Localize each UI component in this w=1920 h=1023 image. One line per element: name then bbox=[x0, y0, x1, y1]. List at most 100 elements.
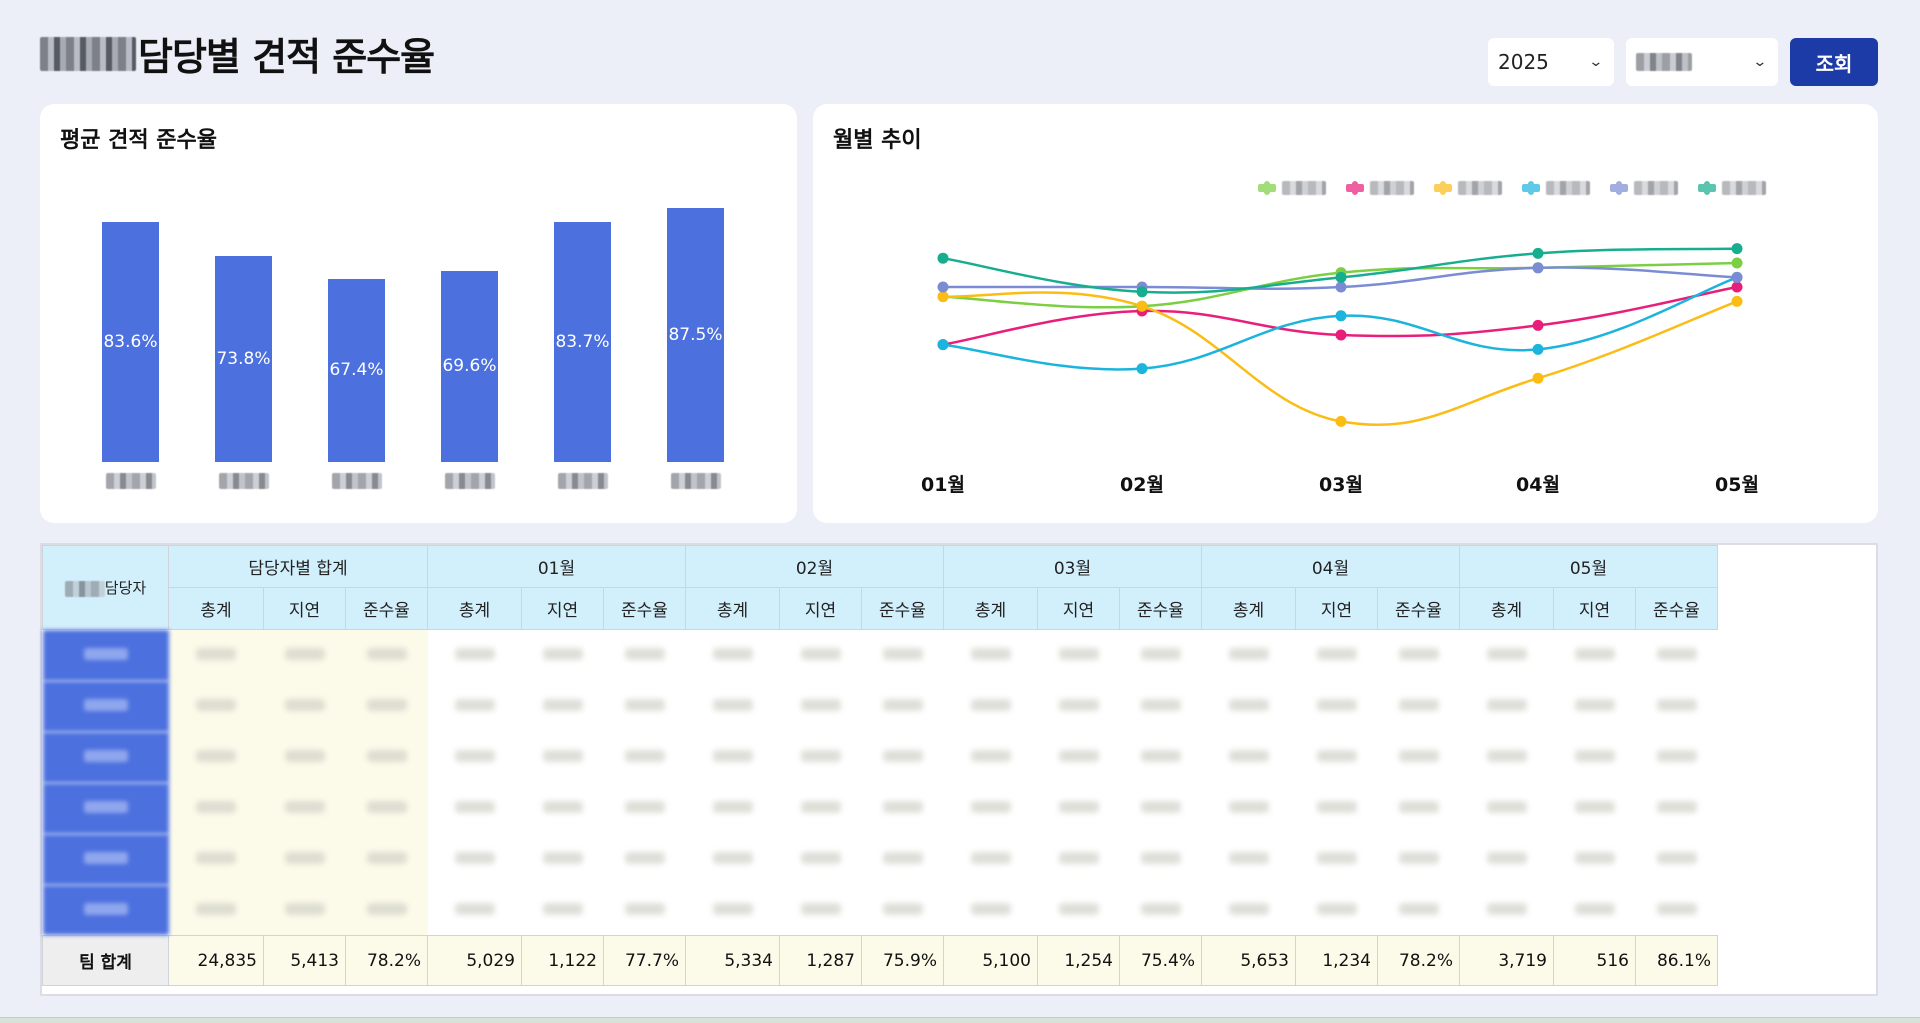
data-point[interactable] bbox=[1731, 243, 1743, 255]
manager-name-cell[interactable] bbox=[42, 680, 169, 732]
table-cell bbox=[1202, 834, 1296, 885]
bar-category-label bbox=[554, 473, 611, 490]
team-select[interactable]: ⌄ bbox=[1626, 38, 1778, 86]
manager-name-cell[interactable] bbox=[42, 731, 169, 783]
year-select[interactable]: 2025 ⌄ bbox=[1488, 38, 1614, 86]
legend-item[interactable] bbox=[1434, 181, 1502, 195]
sub-header[interactable]: 총계 bbox=[168, 587, 264, 630]
legend-item[interactable] bbox=[1610, 181, 1678, 195]
data-point[interactable] bbox=[1335, 271, 1347, 283]
data-point[interactable] bbox=[1335, 310, 1347, 322]
sub-header[interactable]: 총계 bbox=[943, 587, 1038, 630]
manager-name-cell[interactable] bbox=[42, 884, 169, 936]
data-point[interactable] bbox=[1136, 363, 1148, 375]
table-cell bbox=[604, 630, 686, 681]
table-row[interactable] bbox=[42, 884, 1718, 936]
bar[interactable]: 67.4% bbox=[328, 278, 385, 462]
data-point[interactable] bbox=[1136, 300, 1148, 312]
table-cell bbox=[263, 833, 346, 885]
table-row[interactable] bbox=[42, 833, 1718, 885]
data-point[interactable] bbox=[937, 339, 949, 351]
data-point[interactable] bbox=[1731, 257, 1743, 269]
sub-header[interactable]: 준수율 bbox=[1377, 587, 1460, 630]
bar[interactable]: 83.7% bbox=[554, 221, 611, 462]
data-point[interactable] bbox=[937, 252, 949, 264]
data-point[interactable] bbox=[1532, 372, 1544, 384]
data-point[interactable] bbox=[1532, 262, 1544, 274]
data-point[interactable] bbox=[1335, 281, 1347, 293]
table-cell bbox=[1120, 834, 1202, 885]
monthly-trend-card: 월별 추이 01월 02월 03월 04월 05월 bbox=[813, 104, 1878, 523]
data-point[interactable] bbox=[1731, 271, 1743, 283]
sub-header[interactable]: 지연 bbox=[263, 587, 346, 630]
table-cell bbox=[604, 885, 686, 936]
redacted-text bbox=[558, 473, 608, 489]
table-cell bbox=[1296, 732, 1378, 783]
sub-header[interactable]: 지연 bbox=[1037, 587, 1120, 630]
table-cell bbox=[1038, 681, 1120, 732]
table-cell bbox=[780, 834, 862, 885]
table-cell bbox=[1460, 834, 1554, 885]
data-point[interactable] bbox=[1532, 319, 1544, 331]
table-row[interactable] bbox=[42, 782, 1718, 834]
sub-header[interactable]: 지연 bbox=[1553, 587, 1636, 630]
table-row[interactable] bbox=[42, 629, 1718, 681]
data-point[interactable] bbox=[1335, 329, 1347, 341]
table-cell bbox=[168, 680, 264, 732]
table-cell bbox=[345, 782, 428, 834]
data-point[interactable] bbox=[1731, 295, 1743, 307]
data-point[interactable] bbox=[1136, 286, 1148, 298]
table-row[interactable] bbox=[42, 731, 1718, 783]
page-title: 담당별 견적 준수율 bbox=[40, 26, 435, 81]
table-cell bbox=[168, 782, 264, 834]
data-point[interactable] bbox=[1335, 415, 1347, 427]
manager-name-cell[interactable] bbox=[42, 833, 169, 885]
sub-header[interactable]: 준수율 bbox=[345, 587, 428, 630]
table-row[interactable] bbox=[42, 680, 1718, 732]
table-cell bbox=[522, 885, 604, 936]
data-point[interactable] bbox=[1532, 247, 1544, 259]
manager-name-cell[interactable] bbox=[42, 782, 169, 834]
table-cell bbox=[1460, 732, 1554, 783]
sub-header[interactable]: 지연 bbox=[779, 587, 862, 630]
sub-header[interactable]: 총계 bbox=[685, 587, 780, 630]
compliance-table: 담당자 담당자별 합계 01월 02월 03월 04월 05월 총계 지연 준수율 총계 지연 준수… bbox=[42, 545, 1718, 986]
table-cell bbox=[686, 783, 780, 834]
bar[interactable]: 69.6% bbox=[441, 270, 498, 462]
sub-header[interactable]: 준수율 bbox=[1119, 587, 1202, 630]
data-point[interactable] bbox=[1532, 343, 1544, 355]
legend-item[interactable] bbox=[1346, 181, 1414, 195]
table-cell bbox=[428, 630, 522, 681]
sub-header[interactable]: 총계 bbox=[1459, 587, 1554, 630]
legend-item[interactable] bbox=[1522, 181, 1590, 195]
redacted-text bbox=[1458, 181, 1502, 195]
sub-header[interactable]: 준수율 bbox=[861, 587, 944, 630]
bar[interactable]: 83.6% bbox=[102, 221, 159, 462]
sub-header[interactable]: 지연 bbox=[1295, 587, 1378, 630]
x-axis-label: 05월 bbox=[1715, 474, 1759, 496]
table-cell bbox=[263, 629, 346, 681]
redacted-text bbox=[1370, 181, 1414, 195]
data-point[interactable] bbox=[937, 291, 949, 303]
sub-header[interactable]: 준수율 bbox=[1635, 587, 1718, 630]
search-button[interactable]: 조회 bbox=[1790, 38, 1878, 86]
data-point[interactable] bbox=[937, 281, 949, 293]
bar[interactable]: 87.5% bbox=[667, 208, 724, 462]
table-cell bbox=[1296, 834, 1378, 885]
sub-header[interactable]: 지연 bbox=[521, 587, 604, 630]
legend-item[interactable] bbox=[1698, 181, 1766, 195]
table-cell bbox=[686, 834, 780, 885]
sub-header[interactable]: 총계 bbox=[1201, 587, 1296, 630]
table-cell bbox=[686, 885, 780, 936]
data-point[interactable] bbox=[1731, 281, 1743, 293]
legend-item[interactable] bbox=[1258, 181, 1326, 195]
table-cell bbox=[862, 885, 944, 936]
table-cell bbox=[686, 681, 780, 732]
sub-header[interactable]: 총계 bbox=[427, 587, 522, 630]
sub-header[interactable]: 준수율 bbox=[603, 587, 686, 630]
bar[interactable]: 73.8% bbox=[215, 256, 272, 462]
table-cell bbox=[345, 833, 428, 885]
manager-name-cell[interactable] bbox=[42, 629, 169, 681]
table-cell bbox=[1202, 732, 1296, 783]
table-cell bbox=[944, 885, 1038, 936]
